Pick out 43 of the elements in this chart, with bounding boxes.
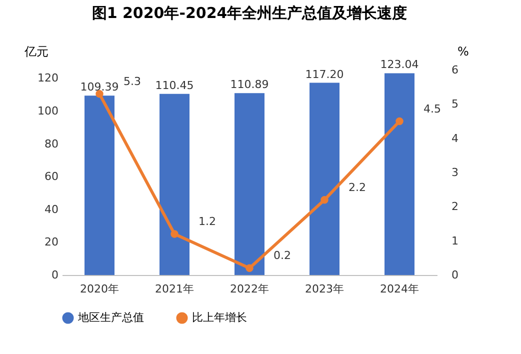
y-tick-label: 0 xyxy=(52,268,58,282)
x-tick-label: 2023年 xyxy=(305,282,344,296)
y-tick-label: 20 xyxy=(44,236,58,249)
data-label: 4.5 xyxy=(424,102,441,116)
y2-tick-label: 3 xyxy=(452,166,458,179)
data-label: 1.2 xyxy=(198,215,216,228)
data-label: 0.2 xyxy=(274,249,291,262)
y-tick-label: 60 xyxy=(44,170,58,184)
data-label: 2.2 xyxy=(348,180,366,194)
data-label: 123.04 xyxy=(380,58,419,72)
point xyxy=(320,196,328,204)
point xyxy=(246,264,254,272)
data-label: 110.45 xyxy=(155,78,194,92)
y2-tick-label: 4 xyxy=(452,132,458,145)
y2-axis-title: % xyxy=(458,44,469,58)
data-label: 110.89 xyxy=(230,78,269,92)
y-tick-label: 100 xyxy=(38,104,58,118)
data-label: 117.20 xyxy=(305,68,344,81)
y2-tick-label: 0 xyxy=(452,268,458,282)
x-tick-label: 2021年 xyxy=(155,282,194,296)
bar xyxy=(160,94,190,275)
y2-tick-label: 5 xyxy=(452,98,458,111)
point xyxy=(170,230,178,238)
legend-label: 地区生产总值 xyxy=(77,311,144,324)
data-label: 109.39 xyxy=(80,80,119,94)
y2-tick-label: 2 xyxy=(452,200,458,214)
y-tick-label: 40 xyxy=(44,202,58,216)
y-tick-label: 120 xyxy=(38,72,58,85)
y-tick-label: 80 xyxy=(44,137,58,150)
x-tick-label: 2020年 xyxy=(80,282,119,296)
x-tick-label: 2022年 xyxy=(230,282,269,296)
point xyxy=(396,117,404,126)
y-axis-title: 亿元 xyxy=(24,44,48,58)
bar xyxy=(310,82,340,275)
bar xyxy=(384,73,414,275)
legend-label: 比上年增长 xyxy=(192,311,247,324)
bar xyxy=(84,96,114,275)
x-tick-label: 2024年 xyxy=(380,282,419,296)
y2-tick-label: 6 xyxy=(452,64,458,76)
data-label: 5.3 xyxy=(124,74,141,88)
y2-tick-label: 1 xyxy=(452,234,458,248)
chart-title: 图1 2020年-2024年全州生产总值及增长速度 xyxy=(92,4,408,22)
bar xyxy=(234,93,264,275)
